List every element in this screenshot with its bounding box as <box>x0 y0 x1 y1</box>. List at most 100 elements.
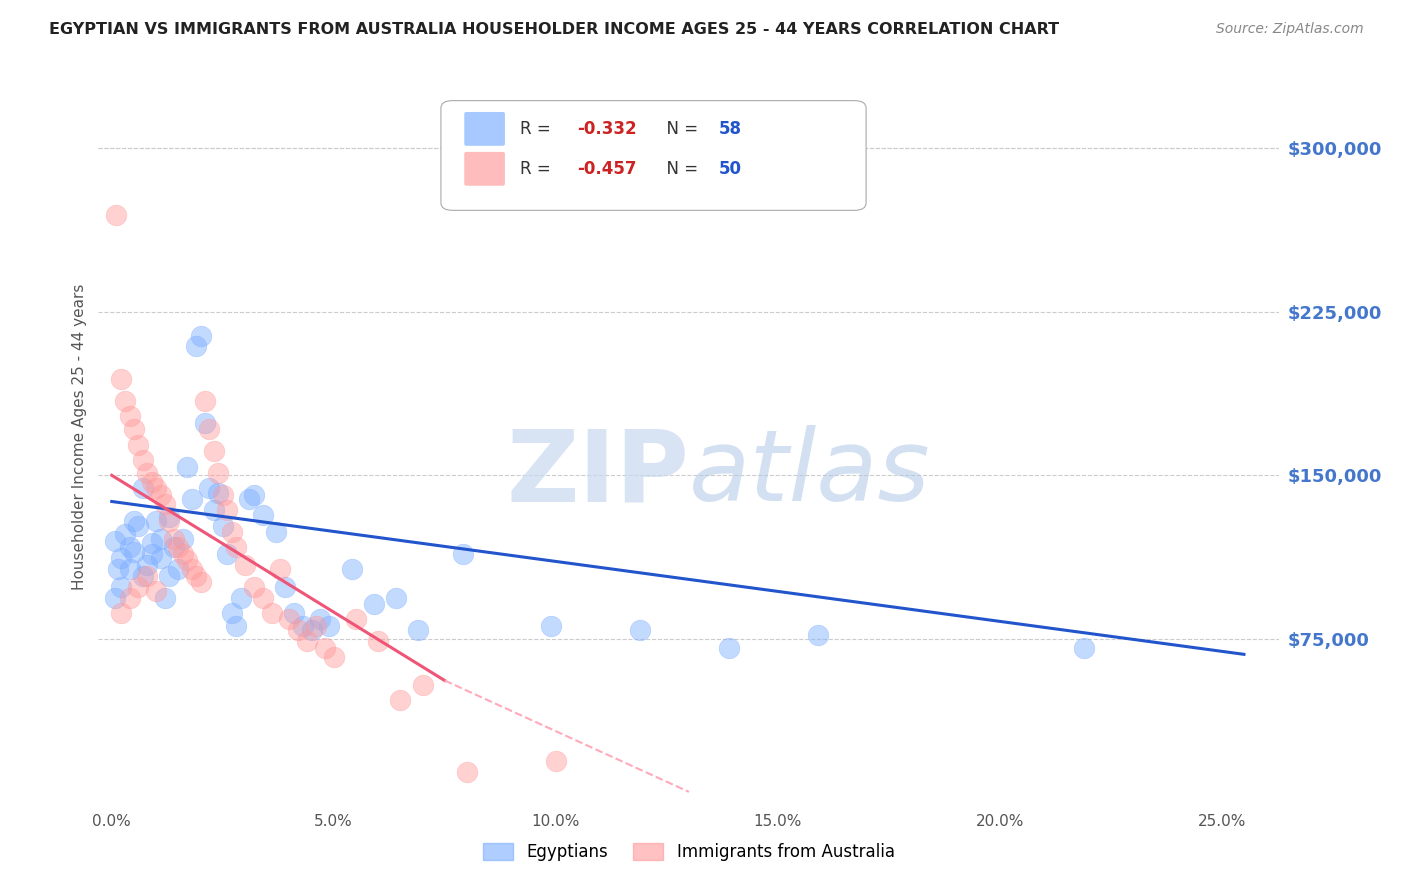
Point <box>104 533 127 548</box>
Text: N =: N = <box>655 160 703 178</box>
Point <box>176 553 198 567</box>
FancyBboxPatch shape <box>441 101 866 211</box>
Point <box>217 503 239 517</box>
Point <box>149 532 172 546</box>
Point <box>363 597 385 611</box>
Point <box>194 416 217 430</box>
Point <box>309 612 332 626</box>
Point <box>136 466 159 480</box>
Point <box>211 518 233 533</box>
Text: -0.332: -0.332 <box>576 120 637 138</box>
Point <box>159 509 181 524</box>
Point <box>283 606 305 620</box>
Point <box>141 475 163 489</box>
Point <box>229 591 252 605</box>
Point <box>211 488 233 502</box>
Point <box>153 591 176 605</box>
Point <box>159 568 181 582</box>
Point <box>176 459 198 474</box>
Point <box>107 562 129 576</box>
Point <box>153 497 176 511</box>
Point <box>243 580 266 594</box>
Point <box>145 584 167 599</box>
Point <box>163 541 186 555</box>
Text: 50: 50 <box>718 160 741 178</box>
Point <box>202 444 225 458</box>
Point <box>136 568 159 582</box>
Point <box>389 693 412 707</box>
FancyBboxPatch shape <box>464 153 505 186</box>
Point <box>406 624 429 638</box>
Point <box>167 541 190 555</box>
Point <box>194 394 217 409</box>
Point <box>110 551 132 566</box>
Point <box>252 591 274 605</box>
Point <box>318 619 340 633</box>
Point <box>243 488 266 502</box>
Point <box>118 591 141 605</box>
Point <box>207 485 229 500</box>
Text: R =: R = <box>520 120 555 138</box>
Point <box>221 524 243 539</box>
Point <box>132 482 155 496</box>
Point <box>385 591 408 605</box>
Point <box>198 482 221 496</box>
Point <box>145 482 167 496</box>
Point <box>233 558 256 572</box>
Point <box>114 527 136 541</box>
Point <box>180 492 202 507</box>
Point <box>110 372 132 386</box>
Point <box>544 754 567 768</box>
Point <box>104 591 127 605</box>
Point <box>628 624 651 638</box>
Point <box>221 606 243 620</box>
Point <box>122 422 145 436</box>
Point <box>110 606 132 620</box>
Point <box>225 619 247 633</box>
Text: atlas: atlas <box>689 425 931 522</box>
Point <box>295 634 318 648</box>
Point <box>184 339 207 353</box>
Text: R =: R = <box>520 160 555 178</box>
Point <box>344 612 367 626</box>
Point <box>1073 640 1095 655</box>
Point <box>118 409 141 424</box>
Point <box>540 619 562 633</box>
Point <box>122 514 145 528</box>
Point <box>172 532 194 546</box>
Point <box>149 551 172 566</box>
Point <box>314 640 336 655</box>
Point <box>287 624 309 638</box>
Text: Source: ZipAtlas.com: Source: ZipAtlas.com <box>1216 22 1364 37</box>
Point <box>114 394 136 409</box>
Point <box>274 580 297 594</box>
Point <box>136 558 159 572</box>
Point <box>167 562 190 576</box>
Point <box>456 765 478 780</box>
Point <box>305 619 328 633</box>
Point <box>118 541 141 555</box>
Point <box>190 328 212 343</box>
Point <box>717 640 740 655</box>
Point <box>367 634 389 648</box>
Point <box>278 612 301 626</box>
Point <box>110 580 132 594</box>
Text: -0.457: -0.457 <box>576 160 637 178</box>
Point <box>145 514 167 528</box>
Point <box>207 466 229 480</box>
Point <box>202 503 225 517</box>
Point <box>412 678 434 692</box>
Point <box>118 562 141 576</box>
Point <box>127 438 149 452</box>
Point <box>163 532 186 546</box>
Y-axis label: Householder Income Ages 25 - 44 years: Householder Income Ages 25 - 44 years <box>72 284 87 591</box>
Legend: Egyptians, Immigrants from Australia: Egyptians, Immigrants from Australia <box>477 836 901 868</box>
Point <box>132 453 155 467</box>
Point <box>122 545 145 559</box>
Point <box>291 619 314 633</box>
Point <box>340 562 363 576</box>
Point <box>301 624 323 638</box>
Point <box>132 568 155 582</box>
Text: 58: 58 <box>718 120 741 138</box>
Point <box>141 547 163 561</box>
